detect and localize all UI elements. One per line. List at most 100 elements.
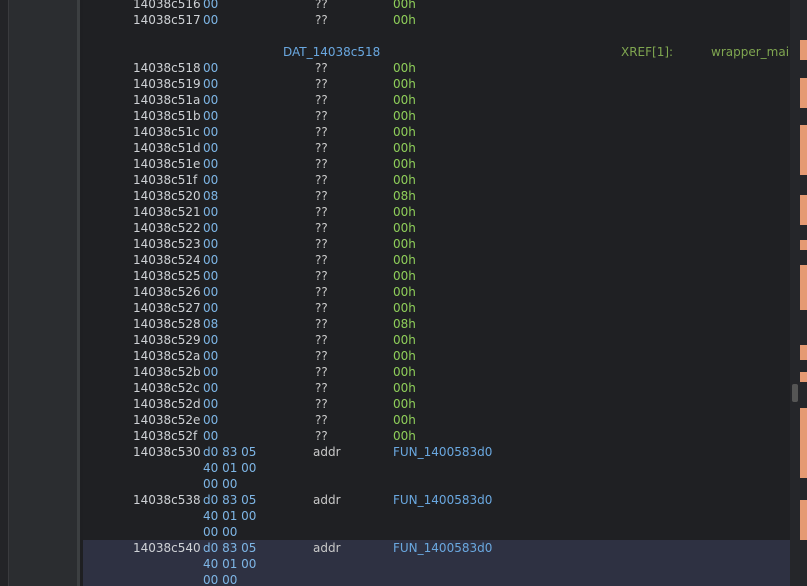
operand: 00h	[393, 333, 416, 347]
operand: 00h	[393, 205, 416, 219]
bytes: 40 01 00	[203, 557, 257, 571]
address: 14038c51d	[133, 141, 201, 155]
operand: 00h	[393, 93, 416, 107]
mnemonic: ??	[315, 13, 328, 27]
operand: 00h	[393, 349, 416, 363]
scrollbar[interactable]	[790, 0, 807, 586]
marker	[800, 78, 807, 108]
address: 14038c517	[133, 13, 201, 27]
operand: 08h	[393, 317, 416, 331]
operand: 00h	[393, 173, 416, 187]
bytes: 00	[203, 237, 219, 251]
bytes: 00	[203, 269, 219, 283]
mnemonic: addr	[313, 541, 341, 555]
bytes: 00	[203, 141, 219, 155]
address: 14038c522	[133, 221, 201, 235]
bytes: 08	[203, 189, 219, 203]
mnemonic: ??	[315, 125, 328, 139]
mnemonic: ??	[315, 109, 328, 123]
address: 14038c524	[133, 253, 201, 267]
mnemonic: addr	[313, 445, 341, 459]
bytes: 00 00	[203, 477, 238, 491]
address: 14038c521	[133, 205, 201, 219]
bytes: 00	[203, 157, 219, 171]
bytes: 00 00	[203, 573, 238, 586]
bytes: 40 01 00	[203, 461, 257, 475]
bytes: 00	[203, 285, 219, 299]
mnemonic: ??	[315, 61, 328, 75]
address: 14038c523	[133, 237, 201, 251]
address: 14038c526	[133, 285, 201, 299]
address: 14038c51c	[133, 125, 200, 139]
address: 14038c52b	[133, 365, 201, 379]
scroll-thumb[interactable]	[792, 384, 798, 402]
bytes: 08	[203, 317, 219, 331]
operand: FUN_1400583d0	[393, 493, 493, 507]
operand: 00h	[393, 61, 416, 75]
address: 14038c519	[133, 77, 201, 91]
marker	[800, 40, 807, 60]
bytes: 00	[203, 13, 219, 27]
bytes: 40 01 00	[203, 509, 257, 523]
mnemonic: ??	[315, 221, 328, 235]
bytes: 00	[203, 397, 219, 411]
bytes: 00	[203, 173, 219, 187]
address: 14038c52a	[133, 349, 201, 363]
address: 14038c540	[133, 541, 201, 555]
mnemonic: addr	[313, 493, 341, 507]
operand: 00h	[393, 381, 416, 395]
address: 14038c538	[133, 493, 201, 507]
mnemonic: ??	[315, 0, 328, 11]
mnemonic: ??	[315, 253, 328, 267]
bytes: 00	[203, 429, 219, 443]
bytes: 00	[203, 365, 219, 379]
mnemonic: ??	[315, 285, 328, 299]
address: 14038c52f	[133, 429, 198, 443]
mnemonic: ??	[315, 429, 328, 443]
marker	[800, 408, 807, 478]
side-strip	[0, 0, 9, 586]
operand: FUN_1400583d0	[393, 445, 493, 459]
mnemonic: ??	[315, 381, 328, 395]
address: 14038c529	[133, 333, 201, 347]
bytes: 00	[203, 221, 219, 235]
operand: 00h	[393, 237, 416, 251]
operand: 00h	[393, 269, 416, 283]
mnemonic: ??	[315, 317, 328, 331]
mnemonic: ??	[315, 413, 328, 427]
operand: 00h	[393, 429, 416, 443]
mnemonic: ??	[315, 189, 328, 203]
marker	[800, 372, 807, 382]
operand: 00h	[393, 365, 416, 379]
mnemonic: ??	[315, 141, 328, 155]
mnemonic: ??	[315, 157, 328, 171]
operand: FUN_1400583d0	[393, 541, 493, 555]
operand: 00h	[393, 77, 416, 91]
operand: 00h	[393, 125, 416, 139]
bytes: 00	[203, 413, 219, 427]
bytes: 00 00	[203, 525, 238, 539]
bytes: 00	[203, 93, 219, 107]
operand: 00h	[393, 221, 416, 235]
bytes: 00	[203, 333, 219, 347]
bytes: 00	[203, 125, 219, 139]
bytes: 00	[203, 349, 219, 363]
selected-row	[83, 540, 790, 586]
bytes: d0 83 05	[203, 493, 257, 507]
mnemonic: ??	[315, 93, 328, 107]
marker	[800, 265, 807, 310]
address: 14038c52c	[133, 381, 200, 395]
operand: 00h	[393, 413, 416, 427]
address: 14038c518	[133, 61, 201, 75]
address: 14038c51e	[133, 157, 201, 171]
operand: 00h	[393, 157, 416, 171]
marker	[800, 345, 807, 360]
operand: 00h	[393, 13, 416, 27]
address: 14038c52e	[133, 413, 201, 427]
mnemonic: ??	[315, 269, 328, 283]
address: 14038c520	[133, 189, 201, 203]
address: 14038c527	[133, 301, 201, 315]
side-panel	[0, 0, 80, 586]
bytes: 00	[203, 253, 219, 267]
